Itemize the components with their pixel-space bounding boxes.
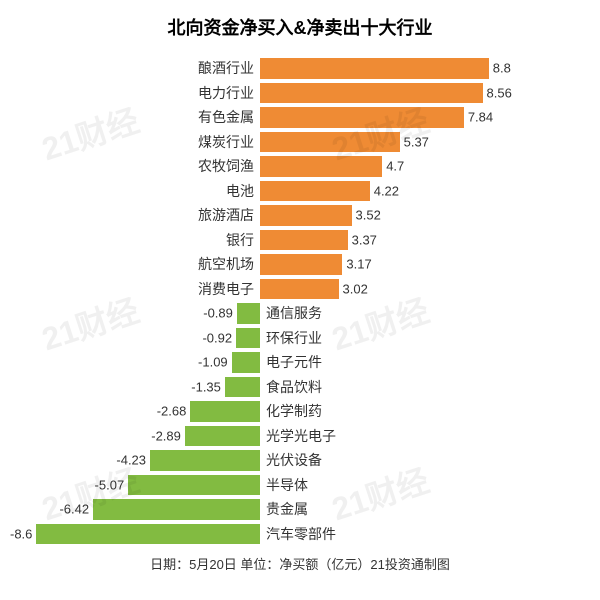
chart-row: 光伏设备 -4.23 [0,448,600,473]
chart-row: 通信服务 -0.89 [0,301,600,326]
chart-row: 有色金属 7.84 [0,105,600,130]
value-label: -2.89 [151,428,181,443]
bar-positive [260,181,370,202]
bar-negative [237,303,260,324]
bar-positive [260,83,483,104]
bar-positive [260,107,464,128]
category-label: 电子元件 [266,352,322,372]
bar-positive [260,132,400,153]
value-label: -1.35 [191,379,221,394]
chart-row: 银行 3.37 [0,228,600,253]
category-label: 化学制药 [266,401,322,421]
bar-negative [232,352,260,373]
value-label: 8.8 [493,61,511,76]
bar-positive [260,156,382,177]
category-label: 银行 [226,230,254,250]
chart-row: 农牧饲渔 4.7 [0,154,600,179]
chart-row: 汽车零部件 -8.6 [0,522,600,547]
chart-row: 贵金属 -6.42 [0,497,600,522]
category-label: 旅游酒店 [198,205,254,225]
category-label: 电池 [226,181,254,201]
category-label: 汽车零部件 [266,524,336,544]
value-label: -0.89 [203,306,233,321]
category-label: 农牧饲渔 [198,156,254,176]
value-label: -0.92 [202,330,232,345]
category-label: 酿酒行业 [198,58,254,78]
value-label: -1.09 [198,355,228,370]
chart-row: 半导体 -5.07 [0,473,600,498]
bar-positive [260,205,352,226]
chart-row: 消费电子 3.02 [0,277,600,302]
chart-title: 北向资金净买入&净卖出十大行业 [0,0,600,40]
chart-row: 电池 4.22 [0,179,600,204]
bar-negative [128,475,260,496]
category-label: 贵金属 [266,499,308,519]
chart-footer: 日期：5月20日 单位：净买额（亿元）21投资通制图 [0,554,600,573]
chart-row: 光学光电子 -2.89 [0,424,600,449]
bar-negative [236,328,260,349]
bar-positive [260,279,339,300]
category-label: 光伏设备 [266,450,322,470]
value-label: 7.84 [468,110,493,125]
value-label: 3.17 [346,257,371,272]
bar-positive [260,58,489,79]
category-label: 航空机场 [198,254,254,274]
value-label: -4.23 [116,453,146,468]
chart-row: 旅游酒店 3.52 [0,203,600,228]
value-label: 8.56 [487,85,512,100]
bar-negative [185,426,260,447]
category-label: 环保行业 [266,328,322,348]
value-label: 3.37 [352,232,377,247]
value-label: 4.22 [374,183,399,198]
bar-negative [150,450,260,471]
category-label: 半导体 [266,475,308,495]
chart-row: 电子元件 -1.09 [0,350,600,375]
chart-row: 电力行业 8.56 [0,81,600,106]
category-label: 食品饮料 [266,377,322,397]
chart-row: 酿酒行业 8.8 [0,56,600,81]
value-label: -5.07 [95,477,125,492]
value-label: 5.37 [404,134,429,149]
value-label: -2.68 [157,404,187,419]
value-label: 3.02 [343,281,368,296]
chart-row: 化学制药 -2.68 [0,399,600,424]
bar-negative [93,499,260,520]
bar-positive [260,230,348,251]
category-label: 消费电子 [198,279,254,299]
category-label: 电力行业 [198,83,254,103]
category-label: 通信服务 [266,303,322,323]
bar-negative [36,524,260,545]
value-label: -6.42 [59,502,89,517]
value-label: 4.7 [386,159,404,174]
bar-positive [260,254,342,275]
bar-negative [225,377,260,398]
category-label: 煤炭行业 [198,132,254,152]
chart-row: 煤炭行业 5.37 [0,130,600,155]
value-label: -8.6 [10,526,32,541]
chart-row: 食品饮料 -1.35 [0,375,600,400]
bar-negative [190,401,260,422]
value-label: 3.52 [356,208,381,223]
category-label: 有色金属 [198,107,254,127]
bar-chart: 酿酒行业 8.8 电力行业 8.56 有色金属 7.84 煤炭行业 5.37 农牧饲渔 4.7 电池… [0,56,600,546]
chart-row: 航空机场 3.17 [0,252,600,277]
category-label: 光学光电子 [266,426,336,446]
chart-row: 环保行业 -0.92 [0,326,600,351]
